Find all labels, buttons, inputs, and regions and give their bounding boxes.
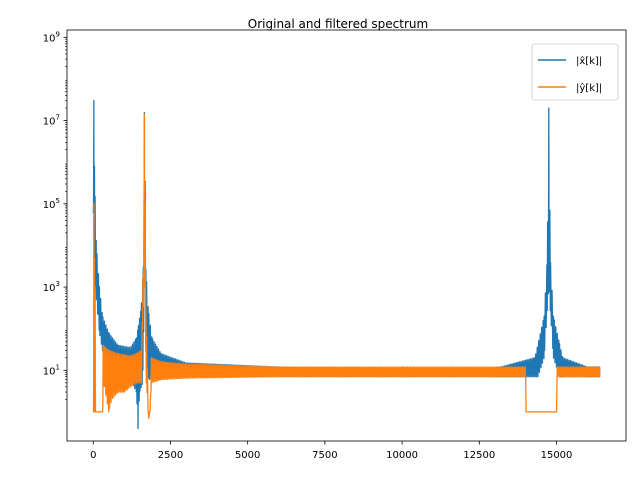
legend: |x̂[k]| |ŷ[k]| [531, 43, 619, 101]
x-tick-label: 2500 [158, 450, 183, 461]
legend-box [531, 43, 619, 101]
x-axis: 0 2500 5000 7500 10000 12500 15000 [90, 441, 572, 461]
plot-frame [66, 29, 627, 442]
legend-label-x: |x̂[k]| [576, 55, 602, 67]
data-traces [92, 100, 601, 430]
y-tick-label: 105 [43, 197, 60, 211]
y-tick-label: 101 [43, 363, 60, 377]
x-tick-label: 7500 [312, 450, 337, 461]
x-tick-label: 0 [90, 450, 96, 461]
series-line-1 [92, 113, 601, 420]
y-tick-label: 103 [43, 280, 60, 294]
y-tick-label: 107 [43, 114, 60, 128]
x-tick-label: 5000 [235, 450, 260, 461]
x-tick-label: 15000 [541, 450, 573, 461]
legend-label-y: |ŷ[k]| [576, 82, 602, 94]
chart-title: Original and filtered spectrum [248, 17, 428, 31]
x-tick-label: 10000 [386, 450, 418, 461]
y-axis: 101 103 105 107 109 [43, 30, 67, 400]
x-tick-label: 12500 [463, 450, 495, 461]
y-tick-label: 109 [43, 30, 60, 44]
